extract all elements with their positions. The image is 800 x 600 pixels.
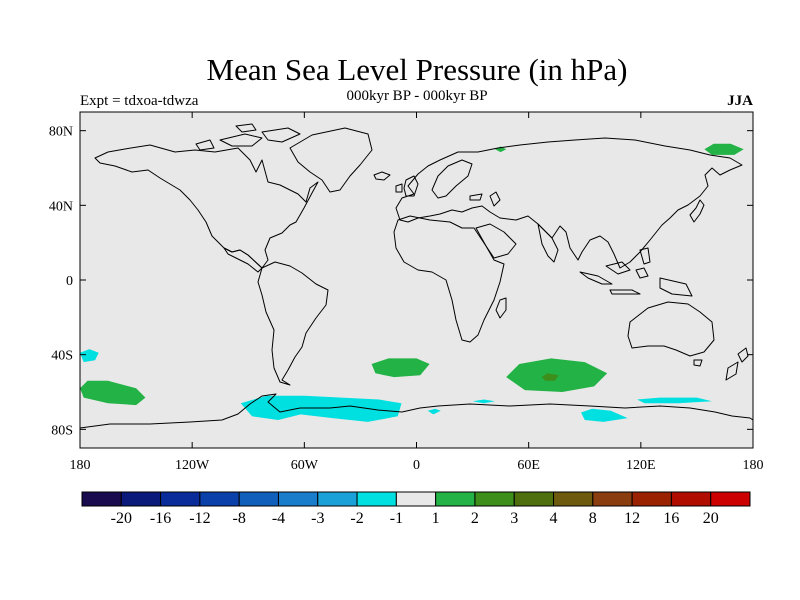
coast-greenland xyxy=(289,127,373,193)
coast-north-america xyxy=(94,144,319,269)
experiment-label: Expt = tdxoa-tdwza xyxy=(80,93,199,109)
plot-title: Mean Sea Level Pressure (in hPa) xyxy=(206,52,628,87)
lon-tick-label: 120E xyxy=(626,458,656,473)
map-background xyxy=(80,112,753,448)
colorbar-swatch xyxy=(120,491,162,507)
anomaly-regions xyxy=(80,143,744,422)
lon-tick-label: 180 xyxy=(743,458,764,473)
colorbar-swatch xyxy=(553,491,594,507)
region-indian-sector-neg-mid xyxy=(472,399,495,404)
coast-madagascar xyxy=(495,297,507,319)
season-label: JJA xyxy=(727,93,753,109)
coast-central-america xyxy=(223,247,263,273)
region-arctic-svalbard-pos xyxy=(495,146,507,153)
colorbar-label: 20 xyxy=(703,510,719,527)
region-pacific-sector-neg xyxy=(637,397,712,404)
coastlines xyxy=(80,123,753,429)
colorbar-label: -2 xyxy=(350,510,363,527)
colorbar-swatch xyxy=(592,491,633,507)
colorbar-swatch xyxy=(238,491,279,507)
lat-tick-label: 80S xyxy=(51,423,73,438)
coast-tasmania xyxy=(693,359,703,367)
colorbar-label: -1 xyxy=(390,510,403,527)
coast-inland-seas xyxy=(469,191,501,207)
coast-south-america xyxy=(257,261,329,386)
colorbar-label: -4 xyxy=(272,510,285,527)
colorbar-label: 2 xyxy=(471,510,479,527)
colorbar-swatch xyxy=(317,491,358,507)
colorbar-swatch xyxy=(395,491,437,507)
coast-british-isles xyxy=(395,175,419,197)
region-australian-sector-neg xyxy=(581,408,628,422)
lat-tick-label: 40N xyxy=(49,199,73,214)
colorbar-swatch xyxy=(277,491,319,507)
colorbar-label: -12 xyxy=(189,510,210,527)
lon-tick-label: 60W xyxy=(291,458,319,473)
coast-india xyxy=(537,223,559,263)
lat-tick-label: 0 xyxy=(66,274,73,289)
colorbar-swatch xyxy=(631,491,672,507)
region-weddell-amundsen-neg xyxy=(240,395,402,422)
colorbar-label: 16 xyxy=(663,510,679,527)
region-southern-ocean-south-atlantic-pos xyxy=(371,358,430,378)
coast-eurasia xyxy=(395,137,743,269)
coast-arctic-islands xyxy=(195,123,301,151)
colorbar-swatch xyxy=(670,491,712,507)
region-southern-ocean-south-pacific-pos xyxy=(80,380,146,406)
region-indian-sector-neg-west xyxy=(427,408,441,415)
colorbar-label: 12 xyxy=(624,510,640,527)
colorbar-swatch xyxy=(81,491,122,507)
region-southern-ocean-indian-core xyxy=(541,373,559,381)
axis-tick-labels: 180 120W 60W 0 60E 120E 180 80N 40N 0 40S 80S xyxy=(49,125,764,473)
colorbar-label: -20 xyxy=(111,510,132,527)
lat-tick-label: 40S xyxy=(51,349,73,364)
coast-antarctica xyxy=(80,393,753,429)
coast-new-zealand xyxy=(725,347,749,381)
lon-tick-label: 0 xyxy=(413,458,420,473)
colorbar-label: -16 xyxy=(150,510,171,527)
colorbar-label: 3 xyxy=(510,510,518,527)
colorbar-swatch xyxy=(356,491,397,507)
lon-tick-label: 60E xyxy=(517,458,540,473)
lat-tick-label: 80N xyxy=(49,125,73,140)
colorbar-swatch xyxy=(435,491,476,507)
colorbar-label: 8 xyxy=(589,510,597,527)
region-south-pacific-small-neg xyxy=(80,349,99,363)
lon-tick-label: 120W xyxy=(175,458,210,473)
coast-australia xyxy=(627,301,715,357)
colorbar: -20 -16 -12 -8 -4 -3 -2 -1 1 2 3 4 8 12 16 20 xyxy=(81,491,751,527)
colorbar-label: -3 xyxy=(311,510,324,527)
colorbar-label: 1 xyxy=(432,510,440,527)
colorbar-swatch xyxy=(710,491,751,507)
colorbar-label: -8 xyxy=(233,510,246,527)
plot-subtitle: 000kyr BP - 000kyr BP xyxy=(346,88,488,104)
colorbar-swatch xyxy=(199,491,240,507)
colorbar-swatch xyxy=(160,491,201,507)
coast-arabia xyxy=(475,223,517,259)
coast-iceland xyxy=(373,171,391,181)
colorbar-swatch xyxy=(513,491,555,507)
coast-africa xyxy=(393,215,505,343)
colorbar-swatch xyxy=(474,491,515,507)
lon-tick-label: 180 xyxy=(70,458,91,473)
colorbar-label: 4 xyxy=(550,510,558,527)
coast-japan xyxy=(689,199,705,223)
axis-ticks xyxy=(79,112,754,448)
coast-scandinavia xyxy=(431,159,473,199)
region-arctic-siberia-pos xyxy=(704,143,744,155)
coast-indonesia xyxy=(579,247,693,297)
